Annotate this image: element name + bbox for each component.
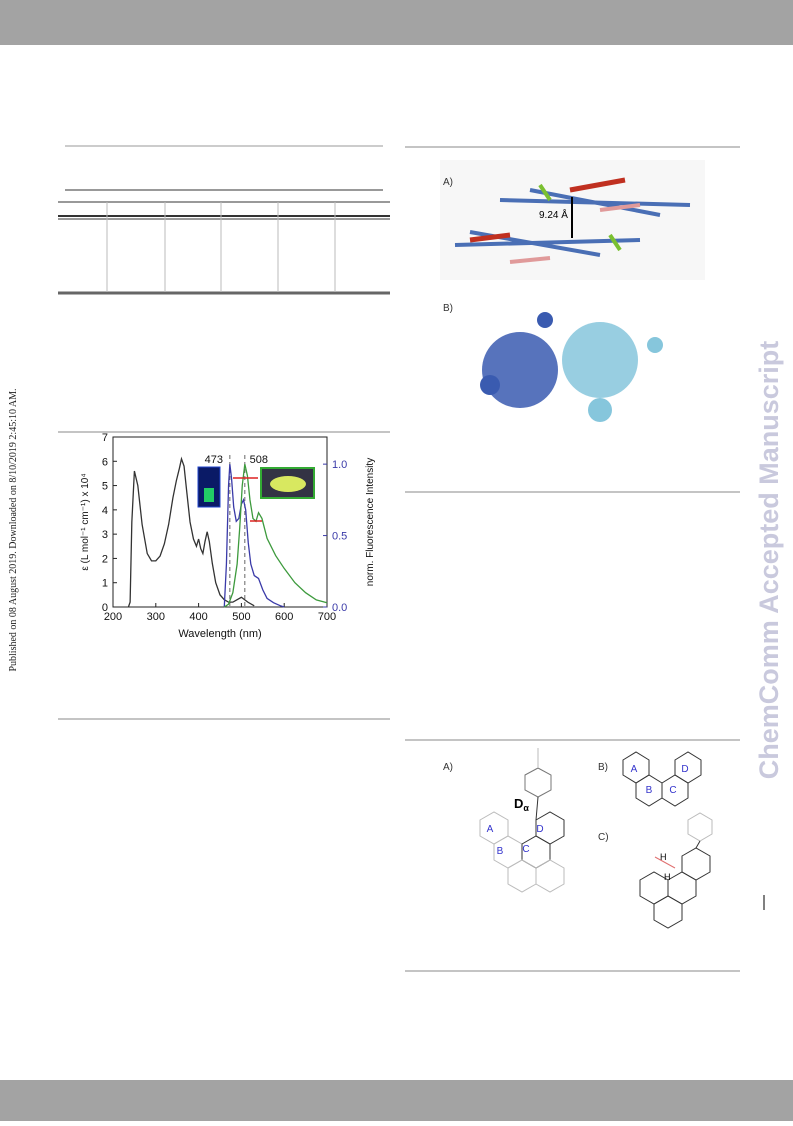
watermark: ChemComm Accepted Manuscript <box>754 341 784 780</box>
table <box>58 145 390 295</box>
peak-label: 508 <box>250 454 268 466</box>
y-tick-label: 2 <box>102 553 108 565</box>
ring-label: A <box>487 824 494 835</box>
plot-frame <box>112 436 328 608</box>
rules <box>58 146 765 972</box>
y-tick-label: 7 <box>102 432 108 444</box>
y-tick-label: 3 <box>102 529 108 541</box>
inset-glow <box>204 488 214 502</box>
ring-label: D <box>536 824 543 835</box>
h-label: H <box>660 852 667 862</box>
ring-label: B <box>646 785 653 796</box>
y2-tick-label: 0.0 <box>332 602 347 614</box>
top-bar <box>0 0 793 45</box>
spectrum-line <box>223 464 328 608</box>
ring-label: A <box>631 764 638 775</box>
distance-label: 9.24 Å <box>539 208 568 221</box>
ring-labels: A B C D A B C D <box>487 764 689 857</box>
x-tick-label: 400 <box>189 611 207 623</box>
y2-tick-label: 1.0 <box>332 459 347 471</box>
spectrum-line <box>223 464 285 608</box>
y2-axis-label: norm. Fluorescence Intensity <box>365 458 376 586</box>
panel-label: B) <box>598 762 608 773</box>
y-tick-label: 1 <box>102 578 108 590</box>
d-label: Dα <box>514 796 529 813</box>
y-axis-label: ε (L mol⁻¹ cm⁻¹) x 10⁴ <box>80 473 91 570</box>
peak-label: 473 <box>205 454 223 466</box>
inset-solution <box>270 476 306 492</box>
panel-label: A) <box>443 762 453 773</box>
ring-label: B <box>497 846 504 857</box>
figure-packing <box>440 160 705 435</box>
left-note: Published on 08 August 2019. Downloaded … <box>8 388 19 671</box>
panel-label: C) <box>598 832 609 843</box>
x-tick-label: 500 <box>232 611 250 623</box>
bottom-bar <box>0 1080 793 1121</box>
d-main: D <box>514 796 523 811</box>
panel-label: A) <box>443 177 453 188</box>
ring-label: C <box>669 785 676 796</box>
y-tick-label: 0 <box>102 602 108 614</box>
x-tick-label: 200 <box>104 611 122 623</box>
x-axis-label: Wavelength (nm) <box>178 628 261 640</box>
x-tick-label: 600 <box>275 611 293 623</box>
d-subscript: α <box>523 803 529 813</box>
y-tick-label: 4 <box>102 505 108 517</box>
spectrum-line <box>127 456 255 608</box>
y-tick-label: 6 <box>102 456 108 468</box>
y2-tick-label: 0.5 <box>332 531 347 543</box>
h-label: H <box>664 872 671 882</box>
inset-photo-uv <box>197 466 221 508</box>
ring-label: D <box>681 764 688 775</box>
ring-label: C <box>522 844 529 855</box>
figure-structure <box>479 748 713 929</box>
y-tick-label: 5 <box>102 481 108 493</box>
x-tick-label: 700 <box>318 611 336 623</box>
panel-label: B) <box>443 303 453 314</box>
x-tick-label: 300 <box>147 611 165 623</box>
